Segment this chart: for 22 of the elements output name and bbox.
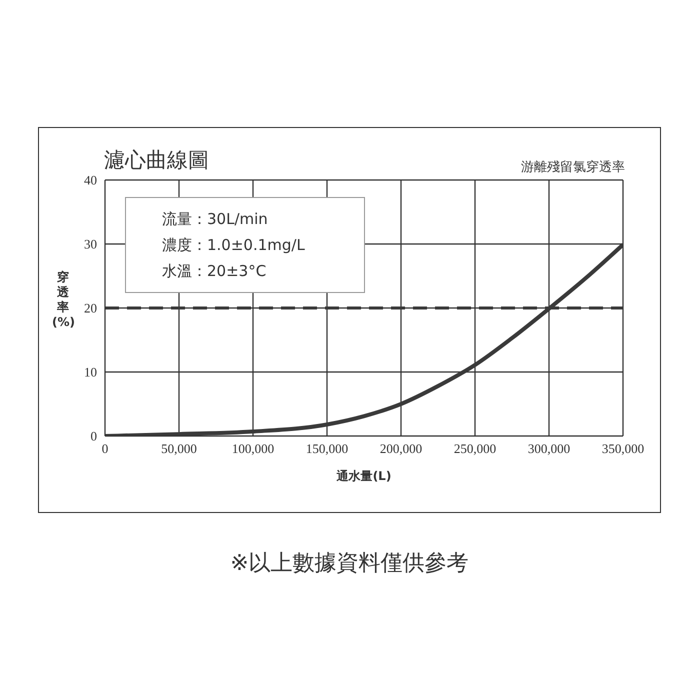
y-tick-label: 20 — [84, 300, 97, 316]
annotation: 流量：30L/min — [162, 209, 269, 230]
y-tick-label: 0 — [90, 428, 97, 444]
note-box: 流量：30L/min 濃度：1.0±0.1mg/L 水溫：20±3°C — [125, 197, 365, 293]
x-tick-label: 0 — [102, 441, 108, 456]
text: ※以上數據資料僅供參考 — [229, 550, 470, 578]
x-tick-label: 150,000 — [306, 441, 348, 456]
y-tick-label: 40 — [84, 172, 97, 188]
x-tick-label: 300,000 — [528, 441, 570, 456]
annotation: 水溫：20±3°C — [162, 261, 268, 282]
y-axis-title: 穿透率(%) — [52, 270, 75, 330]
x-tick-label: 100,000 — [232, 441, 274, 456]
annotation: 濃度：1.0±0.1mg/L — [162, 235, 306, 256]
x-tick-label: 350,000 — [602, 441, 644, 456]
chart-title: 濾心曲線圖 — [104, 147, 209, 174]
y-tick-label: 10 — [84, 364, 97, 380]
x-tick-label: 200,000 — [380, 441, 422, 456]
x-tick-label: 50,000 — [161, 441, 197, 456]
y-tick-label: 30 — [84, 236, 97, 252]
text: 游離殘留氯穿透率 — [521, 159, 625, 176]
x-tick-label: 250,000 — [454, 441, 496, 456]
x-axis-title: 通水量(L) — [336, 469, 392, 483]
